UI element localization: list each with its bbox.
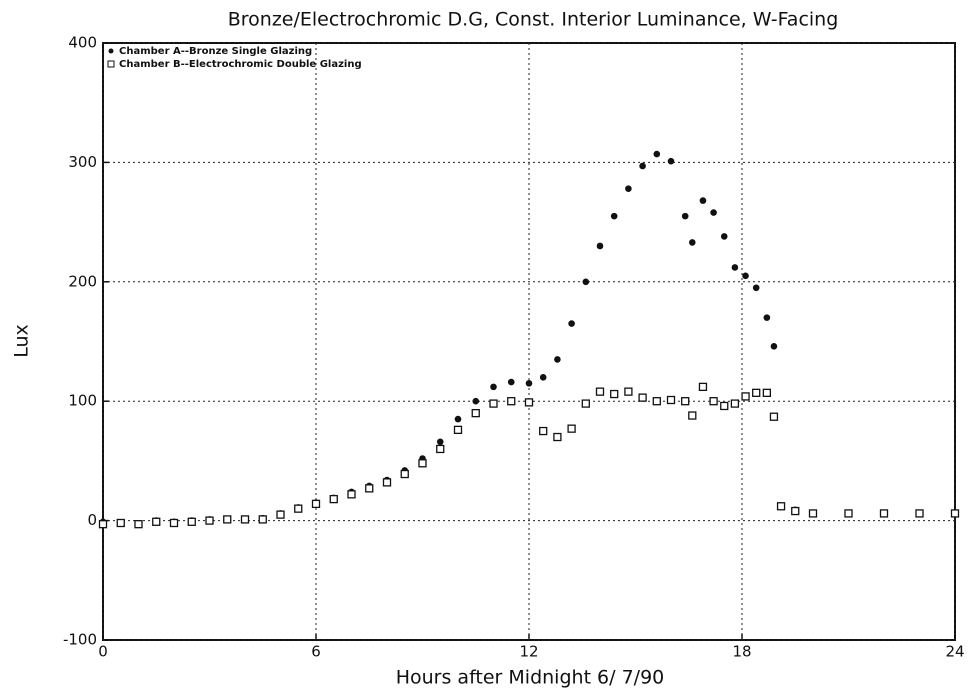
data-point (553, 432, 562, 442)
data-point (311, 499, 321, 509)
data-point (624, 387, 633, 396)
x-tick-label: 12 (519, 643, 538, 661)
data-point (720, 233, 728, 240)
data-point (294, 504, 303, 513)
data-point (699, 197, 707, 204)
y-tick-label: -100 (63, 631, 97, 649)
legend-marker (107, 60, 115, 68)
data-point (400, 469, 409, 479)
legend-label: Chamber A--Bronze Single Glazing (119, 46, 312, 57)
data-point (752, 284, 760, 292)
data-point (731, 264, 739, 271)
data-point (625, 185, 632, 192)
data-point (223, 515, 232, 524)
y-axis-label: Lux (11, 324, 33, 358)
data-point (365, 484, 374, 493)
y-tick-label: 300 (68, 153, 97, 171)
y-tick-label: 0 (87, 511, 97, 529)
data-point (472, 397, 480, 405)
data-point (610, 212, 618, 220)
data-point (329, 494, 338, 504)
data-point (681, 212, 689, 220)
data-point (507, 397, 516, 406)
data-point (950, 509, 960, 518)
data-point (507, 378, 515, 386)
y-tick-label: 200 (68, 272, 97, 290)
data-point (688, 411, 697, 420)
data-point (418, 459, 427, 468)
x-tick-label: 18 (732, 643, 751, 661)
data-point (666, 395, 676, 405)
legend-label: Chamber B--Electrochromic Double Glazing (119, 59, 362, 70)
data-point (347, 490, 356, 499)
data-point (567, 424, 576, 433)
data-point (525, 379, 533, 387)
data-point (436, 438, 444, 446)
data-point (720, 401, 729, 411)
data-point (169, 518, 179, 528)
data-point (134, 520, 143, 529)
data-point (490, 383, 497, 391)
data-point (582, 278, 590, 286)
data-point (454, 415, 462, 423)
data-point (240, 515, 250, 524)
data-point (639, 162, 646, 170)
data-point (844, 509, 853, 518)
legend-marker (108, 48, 114, 54)
data-point (568, 320, 575, 327)
data-point (187, 517, 196, 526)
data-point (436, 444, 445, 454)
data-point (879, 509, 889, 518)
data-point (791, 506, 800, 516)
data-point (524, 398, 534, 407)
chart-title: Bronze/Electrochromic D.G, Const. Interi… (228, 9, 839, 31)
data-point (116, 518, 125, 528)
data-point (539, 374, 547, 381)
data-point (98, 520, 108, 529)
data-point (453, 425, 463, 435)
data-point (709, 397, 718, 406)
x-axis-label: Hours after Midnight 6/ 7/90 (396, 667, 665, 689)
x-tick-label: 0 (98, 643, 108, 661)
data-point (471, 408, 480, 418)
data-point (152, 517, 161, 526)
data-point (769, 412, 779, 421)
data-point (689, 239, 696, 246)
data-point (710, 209, 717, 216)
data-point (698, 382, 708, 392)
data-point (581, 399, 590, 408)
data-point (681, 397, 690, 406)
data-point (610, 389, 619, 399)
data-point (652, 397, 661, 406)
data-point (762, 388, 771, 397)
data-point (653, 150, 661, 158)
data-point (763, 314, 771, 321)
data-point (489, 399, 498, 408)
data-point (382, 478, 392, 487)
data-point (596, 242, 604, 250)
data-point (776, 502, 786, 511)
data-point (742, 272, 749, 280)
y-tick-label: 400 (68, 34, 97, 52)
x-tick-label: 6 (311, 643, 321, 661)
plot-frame (102, 42, 956, 641)
data-point (539, 426, 548, 436)
data-point (741, 392, 750, 401)
data-point (258, 515, 267, 524)
data-point (752, 388, 761, 397)
data-point (554, 356, 561, 363)
x-tick-label: 24 (945, 643, 964, 661)
data-point (730, 399, 740, 408)
data-point (205, 516, 214, 525)
data-point (638, 393, 647, 402)
data-point (276, 510, 285, 519)
data-point (808, 509, 818, 518)
y-tick-label: 100 (68, 392, 97, 410)
data-point (770, 342, 778, 350)
data-point (667, 157, 675, 165)
data-point (595, 387, 605, 396)
data-point (915, 509, 924, 518)
